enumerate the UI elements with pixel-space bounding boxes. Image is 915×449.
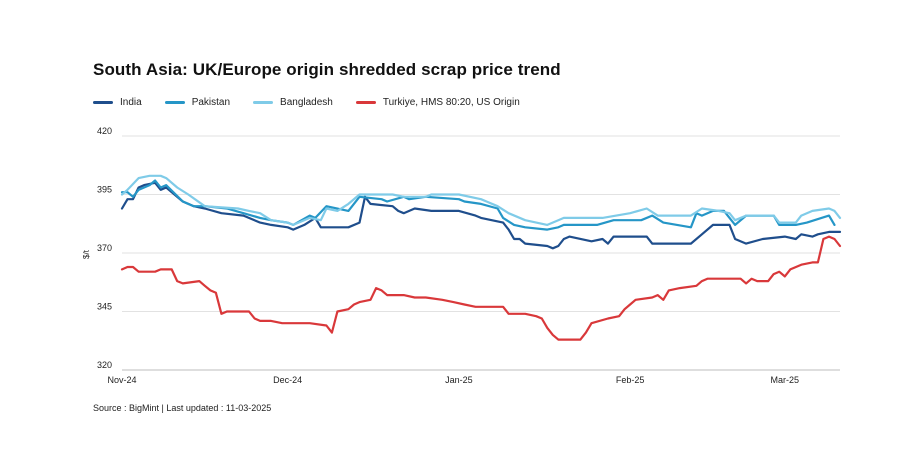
chart-legend: India Pakistan Bangladesh Turkiye, HMS 80:2… [93,95,543,109]
source-note: Source : BigMint | Last updated : 11-03-… [93,403,272,413]
legend-item: Pakistan [164,96,231,108]
legend-label: Turkiye, HMS 80:20, US Origin [382,96,520,108]
y-tick-label: 420 [97,126,112,136]
y-tick-label: 320 [97,360,112,370]
series-line-bangladesh [120,174,842,226]
y-tick-label: 345 [97,302,112,312]
y-tick-label: 395 [97,185,112,195]
legend-item: India [93,97,142,108]
x-tick-label: Mar-25 [771,375,800,385]
series-line-india [120,181,842,250]
chart-title: South Asia: UK/Europe origin shredded sc… [93,60,561,79]
legend-label: India [120,96,142,108]
legend-item: Bangladesh [253,97,333,108]
x-tick-label: Jan-25 [445,375,473,385]
x-tick-label: Dec-24 [273,375,302,385]
legend-swatch [253,100,274,104]
legend-swatch [164,100,185,104]
legend-label: Pakistan [191,96,231,108]
y-tick-label: 370 [97,243,112,253]
legend-label: Bangladesh [280,96,333,108]
x-tick-label: Feb-25 [616,375,645,385]
x-tick-label: Nov-24 [107,375,136,385]
legend-item: Turkiye, HMS 80:20, US Origin [355,96,520,108]
series-line-turkiye-hms-80-20-us-origin [120,235,842,341]
legend-swatch [93,100,113,104]
legend-swatch [355,100,376,104]
series-line-pakistan [120,179,836,231]
